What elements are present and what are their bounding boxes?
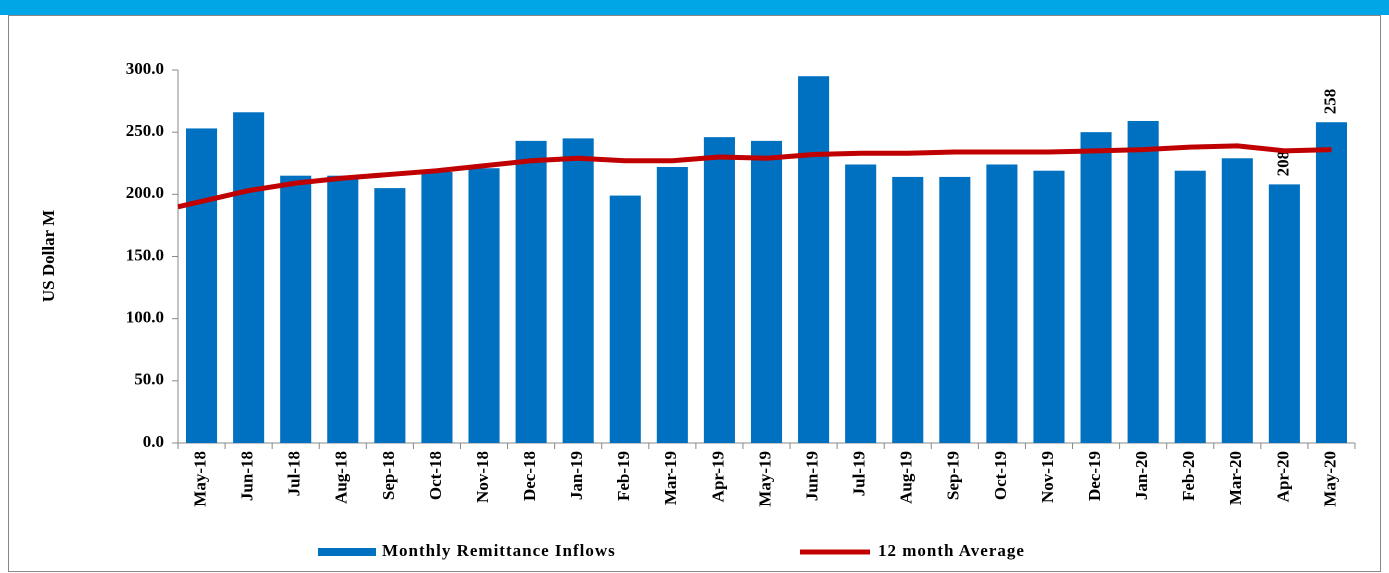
y-tick-label: 150.0 — [126, 245, 164, 264]
legend-label: 12 month Average — [878, 541, 1025, 560]
bar — [562, 138, 594, 443]
y-tick-label: 250.0 — [126, 121, 164, 140]
y-axis-label: US Dollar M — [39, 210, 58, 302]
bar — [421, 171, 453, 443]
bar — [515, 140, 547, 443]
bar — [845, 164, 877, 443]
bar — [327, 175, 359, 443]
y-tick-label: 200.0 — [126, 183, 164, 202]
x-tick-label: Sep-18 — [379, 451, 398, 500]
legend-label: Monthly Remittance Inflows — [382, 541, 616, 560]
x-tick-label: Nov-18 — [473, 451, 492, 503]
bar — [233, 112, 265, 444]
y-tick-label: 0.0 — [143, 432, 164, 451]
x-tick-label: Mar-19 — [661, 451, 680, 505]
x-tick-label: Jan-20 — [1132, 451, 1151, 500]
x-tick-label: Oct-19 — [991, 451, 1010, 500]
x-tick-label: Dec-18 — [520, 451, 539, 501]
x-tick-label: Aug-18 — [332, 451, 351, 504]
bar — [939, 176, 971, 443]
x-tick-label: May-18 — [190, 451, 209, 507]
bar — [609, 195, 641, 443]
x-tick-label: May-19 — [755, 451, 774, 507]
x-tick-label: Apr-19 — [708, 451, 727, 502]
x-tick-label: Feb-19 — [614, 451, 633, 501]
bar — [374, 188, 406, 443]
x-tick-label: Oct-18 — [426, 451, 445, 500]
x-tick-label: Jun-18 — [238, 451, 257, 501]
bar — [1315, 122, 1347, 443]
bar — [1221, 158, 1253, 443]
bar — [1174, 170, 1206, 443]
x-tick-label: Apr-20 — [1273, 451, 1292, 502]
legend-swatch — [318, 548, 376, 556]
average-line — [177, 143, 1332, 210]
bar — [468, 168, 500, 443]
bar — [703, 137, 735, 443]
y-tick-label: 300.0 — [126, 59, 164, 78]
x-tick-label: Nov-19 — [1038, 451, 1057, 503]
x-tick-label: Feb-20 — [1179, 451, 1198, 501]
x-tick-label: Jul-18 — [285, 451, 304, 496]
bar — [750, 140, 783, 443]
y-tick-label: 100.0 — [126, 308, 164, 327]
x-tick-label: Aug-19 — [897, 451, 916, 504]
chart-frame — [8, 15, 1381, 572]
bar — [1268, 184, 1300, 444]
x-tick-label: Mar-20 — [1226, 451, 1245, 505]
x-tick-label: Jul-19 — [850, 451, 869, 496]
bar — [1033, 170, 1065, 443]
bar — [986, 164, 1018, 443]
header-band — [0, 0, 1389, 15]
bar — [1080, 132, 1112, 443]
bar — [656, 166, 688, 444]
bar — [280, 175, 312, 443]
x-tick-label: Jan-19 — [567, 451, 586, 500]
bar — [798, 76, 830, 443]
bar — [892, 176, 924, 443]
bar — [186, 128, 218, 444]
data-label: 208 — [1273, 151, 1292, 177]
y-tick-label: 50.0 — [134, 370, 164, 389]
data-label: 258 — [1320, 89, 1339, 115]
x-tick-label: Sep-19 — [944, 451, 963, 500]
x-tick-label: Jun-19 — [802, 451, 821, 501]
bar — [1127, 120, 1159, 443]
x-tick-label: May-20 — [1320, 451, 1339, 507]
x-tick-label: Dec-19 — [1085, 451, 1104, 501]
